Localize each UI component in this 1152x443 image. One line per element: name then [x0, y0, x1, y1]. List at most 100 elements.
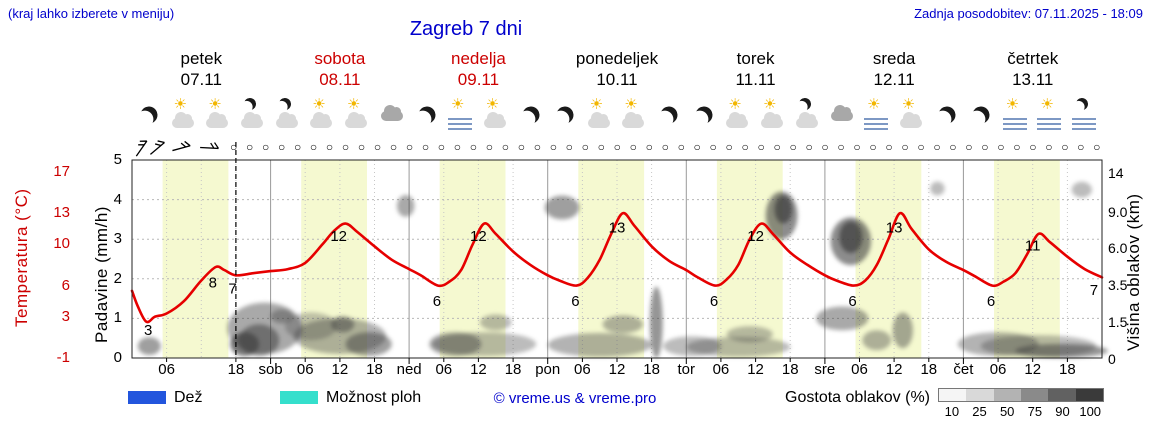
cloud-density-tick-label: 10 [944, 404, 960, 419]
precipitation-tick-label: 3 [113, 230, 122, 247]
x-tick-label: 12 [608, 361, 626, 378]
wind-calm-circle: ○ [613, 140, 621, 154]
cloud-density-segment [939, 389, 967, 401]
cloud-icon [380, 105, 403, 121]
cloud-icon [345, 112, 368, 128]
x-tick-label: 18 [366, 361, 383, 378]
cloud-icon [899, 112, 922, 128]
wind-calm-circle: ○ [230, 140, 238, 154]
wind-calm-circle: ○ [773, 140, 781, 154]
cloud-height-tick-label: 1.5 [1108, 314, 1128, 330]
wind-calm-circle: ○ [821, 140, 829, 154]
x-tick-label: 06 [158, 361, 175, 378]
sun-icon: ☀ [867, 96, 881, 113]
x-tick-label: 06 [296, 361, 314, 378]
wind-calm-circle: ○ [421, 140, 430, 154]
day-name: četrtek [1007, 49, 1059, 68]
x-tick-label: ned [396, 361, 422, 378]
temperature-value-label: 11 [1025, 237, 1041, 254]
x-tick-label: 06 [574, 361, 591, 378]
moon-weather-icon [548, 97, 583, 133]
temperature-value-label: 3 [144, 322, 152, 339]
cloud-height-tick-label: 6.0 [1108, 240, 1128, 256]
moon-icon [416, 105, 437, 126]
cloud-density-tick-label: 90 [1055, 404, 1070, 419]
moon-weather-icon [513, 97, 548, 133]
wind-calm-circle: ○ [549, 140, 557, 154]
temperature-value-label: 6 [848, 293, 856, 310]
cloud-density-scale [938, 388, 1104, 402]
temperature-value-label: 6 [987, 293, 995, 310]
temperature-value-label: 12 [330, 228, 347, 245]
wind-calm-circle: ○ [981, 140, 989, 154]
wind-calm-circle: ○ [645, 140, 653, 154]
cloud-icon [206, 112, 229, 128]
copyright-link[interactable]: © vreme.us & vreme.pro [493, 390, 657, 407]
cloudy-weather-icon [375, 97, 410, 133]
x-tick-label: 12 [1024, 361, 1042, 378]
day-name: torek [736, 49, 775, 68]
partly-sunny-weather-icon: ☀ [895, 97, 930, 133]
moon-icon [694, 105, 715, 126]
cloud-density-segment [966, 389, 994, 401]
wind-calm-circle: ○ [501, 140, 509, 154]
temperature-axis-title: Temperatura (°C) [12, 188, 31, 327]
wind-calm-circle: ○ [277, 140, 286, 154]
temperature-value-label: 8 [209, 275, 217, 292]
wind-barb-icon [148, 138, 168, 163]
cloud-height-axis-title: Višina oblakov (km) [1124, 193, 1143, 352]
temperature-value-label: 6 [571, 293, 579, 310]
temperature-value-label: 13 [609, 220, 626, 237]
wind-barb-icon [132, 138, 152, 163]
cloud-icon [241, 112, 264, 128]
wind-calm-circle: ○ [1077, 140, 1085, 154]
day-name: sobota [314, 49, 366, 68]
cloud-density-tick-label: 100 [1079, 404, 1102, 419]
day-header: nedelja 09.11 [409, 48, 548, 90]
wind-barb-icon [200, 138, 220, 163]
precipitation-tick-label: 4 [113, 191, 122, 208]
wind-calm-circle: ○ [405, 140, 414, 154]
x-tick-label: 12 [331, 361, 349, 378]
sun-icon: ☀ [589, 96, 604, 113]
wind-calm-circle: ○ [453, 140, 462, 154]
cloud-density-tick-label: 25 [972, 404, 987, 419]
moon-icon [277, 97, 292, 112]
daylight-band [578, 160, 645, 358]
cloud-height-tick-label: 0 [1108, 351, 1116, 367]
cloudy-moon-weather-icon [236, 97, 271, 133]
wind-calm-circle: ○ [437, 140, 446, 154]
moon-icon [520, 105, 541, 126]
daylight-band [162, 160, 229, 358]
header-hint: (kraj lahko izberete v meniju) [8, 6, 175, 21]
temperature-tick-label: 10 [53, 235, 70, 252]
temperature-value-label: 6 [710, 293, 718, 310]
moon-weather-icon [132, 97, 167, 133]
cloud-icon [726, 112, 749, 128]
sun-icon: ☀ [312, 96, 326, 113]
wind-calm-circle: ○ [597, 140, 605, 154]
moon-icon [139, 105, 160, 126]
sun-icon: ☀ [624, 96, 638, 113]
wind-calm-circle: ○ [325, 140, 334, 154]
wind-calm-circle: ○ [757, 140, 765, 154]
legend-rain-swatch [128, 391, 166, 404]
wind-calm-circle: ○ [869, 140, 877, 154]
x-tick-label: 18 [920, 361, 938, 378]
partly-sunny-weather-icon: ☀ [756, 97, 791, 133]
x-tick-label: pon [535, 361, 561, 378]
temperature-value-label: 12 [470, 228, 487, 245]
wind-calm-circle: ○ [533, 140, 541, 154]
partly-sunny-weather-icon: ☀ [721, 97, 756, 133]
temperature-value-label: 7 [228, 281, 236, 298]
day-header: sreda 12.11 [825, 48, 964, 90]
partly-sunny-weather-icon: ☀ [617, 97, 652, 133]
daylight-band [994, 160, 1060, 358]
wind-calm-circle: ○ [949, 140, 957, 154]
cloudy-moon-weather-icon [271, 97, 306, 133]
moon-icon [797, 97, 812, 112]
x-tick-label: 18 [504, 361, 522, 378]
wind-calm-circle: ○ [629, 140, 637, 154]
weather-icon-row: ☀ ☀ ☀ ☀ ☀ ☀ ☀ ☀ ☀ ☀ ☀ ☀ ☀ ☀ [132, 97, 1103, 133]
